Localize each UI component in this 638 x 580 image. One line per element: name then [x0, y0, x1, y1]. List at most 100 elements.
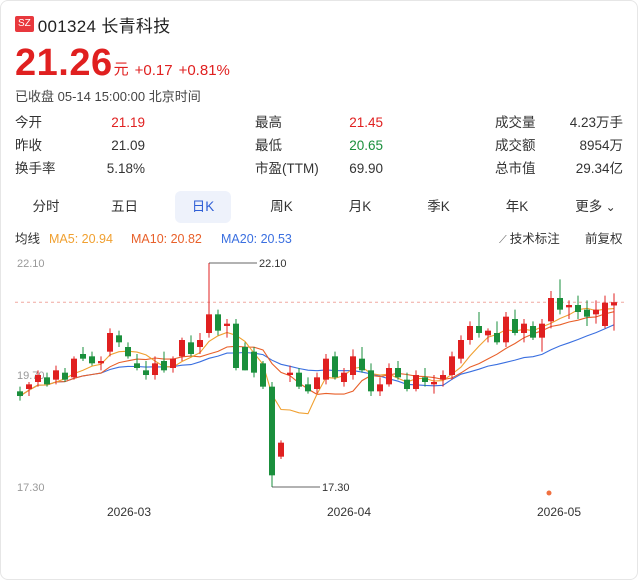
low-marker-label: 17.30	[322, 482, 350, 494]
tab-7[interactable]: 年K	[489, 191, 545, 223]
y-tick-label: 17.30	[17, 482, 45, 494]
candle-body	[197, 340, 203, 347]
candle-body	[134, 363, 140, 368]
tab-4[interactable]: 周K	[254, 191, 310, 223]
candle-body	[206, 314, 212, 333]
adjust-button[interactable]: 前复权	[585, 232, 623, 246]
event-dot	[546, 490, 552, 496]
candle-body	[224, 323, 230, 326]
stat-label: 昨收	[15, 138, 42, 153]
candle-body	[53, 370, 59, 380]
stock-title[interactable]: 001324 长青科技	[37, 16, 171, 36]
candle-body	[332, 356, 338, 378]
candle-body	[314, 377, 320, 389]
candle-body	[368, 370, 374, 392]
stat-3: 成交量 4.23万手	[15, 112, 627, 134]
tab-label: 日K	[191, 199, 215, 214]
candle-body	[305, 384, 311, 392]
high-marker-label: 22.10	[259, 258, 287, 270]
candle-body	[233, 323, 239, 368]
tab-8[interactable]: 更多 ⌄	[568, 191, 624, 223]
y-tick-label: 22.10	[17, 258, 45, 270]
candle-body	[458, 340, 464, 359]
candle-body	[467, 326, 473, 340]
x-axis-label: 2026-05	[537, 505, 581, 519]
stat-value: 20.65	[349, 138, 383, 153]
tab-label: 分时	[32, 199, 60, 214]
ma-label[interactable]: 均线	[15, 232, 41, 246]
price-change-pct: +0.81%	[178, 62, 230, 79]
candle-body	[62, 372, 68, 380]
ma20-line	[19, 324, 615, 397]
candle-body	[566, 305, 572, 308]
candle-body	[386, 368, 392, 385]
candle-body	[35, 375, 41, 382]
candle-body	[116, 335, 122, 343]
candle-body	[449, 356, 455, 375]
stat-value: 21.09	[111, 138, 145, 153]
tab-label: 季K	[427, 199, 450, 214]
candle-body	[251, 351, 257, 373]
indicator-button[interactable]: ⟋ 技术标注	[499, 230, 560, 249]
ma20-legend: MA20: 20.53	[221, 232, 292, 246]
indicator-label: 技术标注	[509, 232, 560, 246]
stat-value: 21.45	[349, 115, 383, 130]
stat-label: 市盈(TTM)	[255, 161, 319, 176]
candle-body	[296, 372, 302, 387]
stat-label: 最高	[255, 115, 282, 130]
x-axis-label: 2026-03	[107, 505, 151, 519]
stat-1: 今开 21.19	[15, 112, 627, 134]
candle-body	[341, 372, 347, 382]
stat-value: 69.90	[349, 161, 383, 176]
tab-label: 更多	[575, 199, 603, 214]
tab-label: 月K	[348, 199, 372, 214]
stat-label: 最低	[255, 138, 282, 153]
stock-header: SZ 001324 长青科技	[15, 13, 171, 36]
candle-body	[476, 326, 482, 333]
candle-body	[143, 370, 149, 375]
candle-body	[602, 302, 608, 326]
candle-body	[440, 375, 446, 380]
candle-body	[215, 314, 221, 331]
candle-body	[242, 347, 248, 371]
candle-body	[413, 375, 419, 389]
stat-value: 29.34亿	[575, 161, 623, 176]
price-row: 21.26 元 +0.17 +0.81%	[15, 41, 230, 83]
tab-3[interactable]: 日K	[175, 191, 231, 223]
candle-body	[44, 377, 50, 385]
candle-body	[188, 342, 194, 354]
stat-label: 成交额	[495, 138, 536, 153]
candle-body	[98, 361, 104, 364]
candle-body	[395, 368, 401, 378]
stat-4: 昨收 21.09	[15, 135, 627, 157]
chevron-down-icon: ⌄	[602, 200, 616, 214]
x-axis-label: 2026-04	[327, 505, 371, 519]
tab-1[interactable]: 分时	[18, 191, 74, 223]
stat-label: 今开	[15, 115, 42, 130]
stat-9: 总市值 29.34亿	[15, 158, 627, 180]
candle-body	[260, 363, 266, 387]
candle-body	[584, 309, 590, 317]
tab-6[interactable]: 季K	[411, 191, 467, 223]
candle-body	[557, 298, 563, 310]
stat-8: 市盈(TTM) 69.90	[15, 158, 627, 180]
stat-label: 成交量	[495, 115, 536, 130]
ma5-legend: MA5: 20.94	[49, 232, 113, 246]
current-price: 21.26	[15, 42, 113, 84]
candle-body	[575, 305, 581, 312]
stat-7: 换手率 5.18%	[15, 158, 627, 180]
tab-label: 周K	[270, 199, 293, 214]
ma10-legend: MA10: 20.82	[131, 232, 202, 246]
candle-body	[512, 319, 518, 333]
candle-body	[26, 384, 32, 389]
candle-body	[611, 302, 617, 306]
stat-value: 4.23万手	[569, 115, 623, 130]
candle-body	[593, 309, 599, 315]
candle-body	[107, 333, 113, 352]
candle-body	[359, 358, 365, 371]
tab-5[interactable]: 月K	[332, 191, 388, 223]
tab-2[interactable]: 五日	[97, 191, 153, 223]
stat-6: 成交额 8954万	[15, 135, 627, 157]
